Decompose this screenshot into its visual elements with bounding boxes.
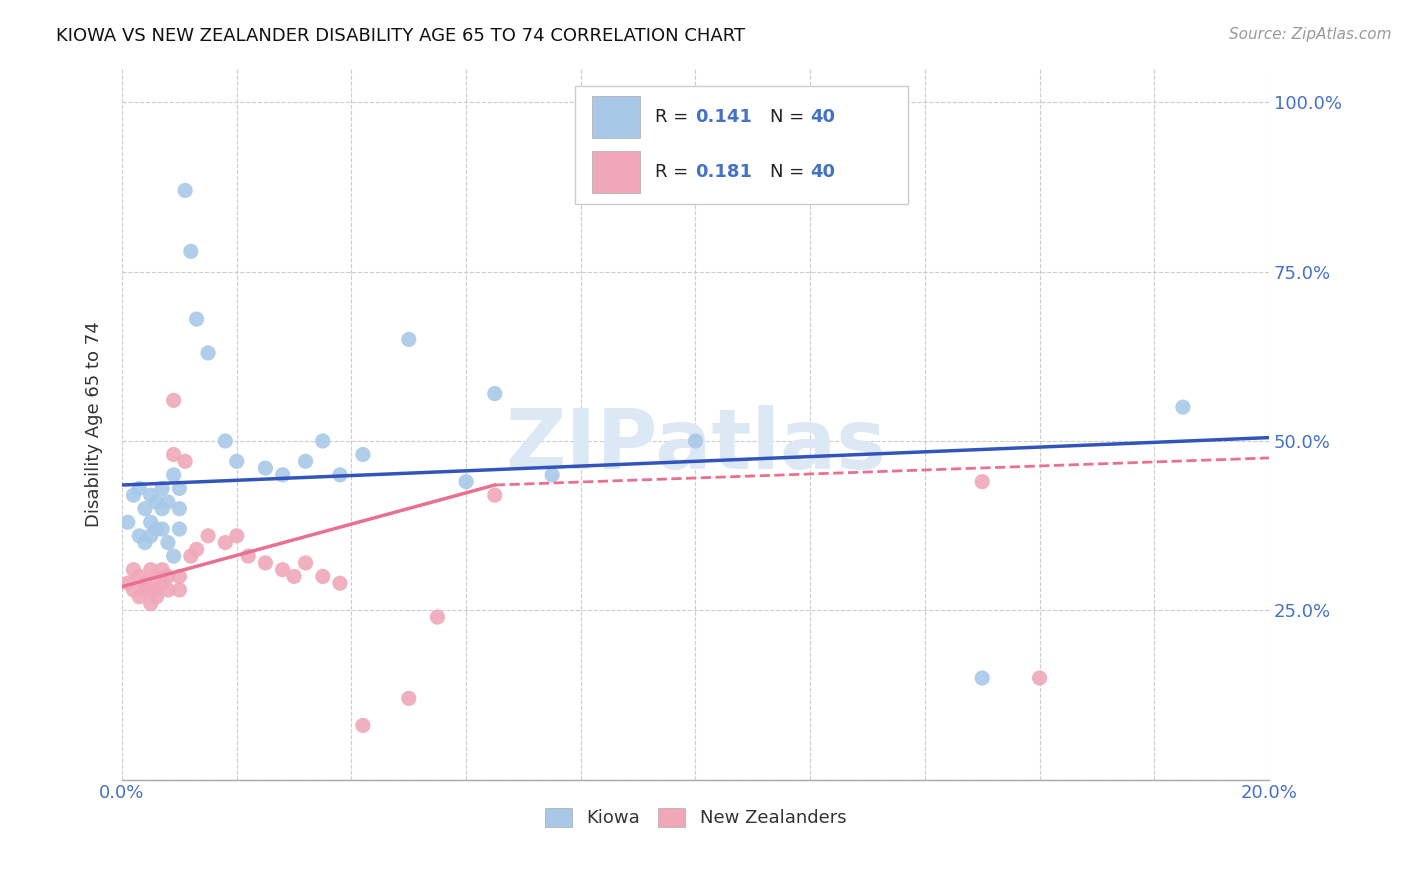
Text: 40: 40 bbox=[810, 108, 835, 126]
Point bbox=[150, 501, 173, 516]
Point bbox=[214, 434, 236, 448]
Point bbox=[150, 563, 173, 577]
Point bbox=[150, 576, 173, 591]
Point bbox=[312, 434, 335, 448]
Point bbox=[180, 244, 202, 259]
Point bbox=[139, 488, 162, 502]
Point bbox=[225, 454, 247, 468]
Point bbox=[398, 333, 420, 347]
Point bbox=[186, 312, 208, 326]
Point bbox=[180, 549, 202, 563]
FancyBboxPatch shape bbox=[592, 151, 641, 193]
Point bbox=[145, 582, 167, 597]
Point bbox=[484, 488, 506, 502]
Point bbox=[150, 482, 173, 496]
Point bbox=[139, 582, 162, 597]
Point bbox=[156, 582, 179, 597]
Point bbox=[225, 529, 247, 543]
Point bbox=[174, 183, 197, 197]
Point bbox=[163, 549, 186, 563]
Point bbox=[169, 522, 191, 536]
Text: R =: R = bbox=[655, 162, 695, 180]
Text: ZIPatlas: ZIPatlas bbox=[505, 405, 886, 486]
Point bbox=[145, 569, 167, 583]
Point bbox=[352, 718, 374, 732]
Point bbox=[122, 582, 145, 597]
Text: R =: R = bbox=[655, 108, 695, 126]
Point bbox=[972, 671, 994, 685]
Point bbox=[117, 576, 139, 591]
Point bbox=[122, 488, 145, 502]
Point bbox=[128, 590, 150, 604]
Text: 40: 40 bbox=[810, 162, 835, 180]
Point bbox=[312, 569, 335, 583]
Point bbox=[329, 576, 352, 591]
Point bbox=[163, 448, 186, 462]
Point bbox=[134, 582, 156, 597]
Point bbox=[128, 529, 150, 543]
Point bbox=[294, 454, 316, 468]
Point bbox=[456, 475, 478, 489]
Point bbox=[1171, 400, 1194, 414]
Point bbox=[169, 501, 191, 516]
Point bbox=[169, 569, 191, 583]
Point bbox=[254, 461, 277, 475]
Point bbox=[294, 556, 316, 570]
Point bbox=[139, 563, 162, 577]
Point bbox=[329, 467, 352, 482]
Point bbox=[254, 556, 277, 570]
Point bbox=[128, 569, 150, 583]
Point bbox=[134, 535, 156, 549]
Text: N =: N = bbox=[770, 162, 810, 180]
Point bbox=[128, 482, 150, 496]
Point bbox=[122, 563, 145, 577]
Text: KIOWA VS NEW ZEALANDER DISABILITY AGE 65 TO 74 CORRELATION CHART: KIOWA VS NEW ZEALANDER DISABILITY AGE 65… bbox=[56, 27, 745, 45]
Point bbox=[163, 393, 186, 408]
Text: N =: N = bbox=[770, 108, 810, 126]
Point bbox=[283, 569, 305, 583]
Text: Source: ZipAtlas.com: Source: ZipAtlas.com bbox=[1229, 27, 1392, 42]
Point bbox=[271, 563, 294, 577]
Point bbox=[139, 515, 162, 529]
Point bbox=[271, 467, 294, 482]
Point bbox=[972, 475, 994, 489]
Point bbox=[169, 482, 191, 496]
Point bbox=[398, 691, 420, 706]
Point bbox=[352, 448, 374, 462]
Legend: Kiowa, New Zealanders: Kiowa, New Zealanders bbox=[537, 801, 853, 835]
Point bbox=[426, 610, 449, 624]
Point bbox=[174, 454, 197, 468]
Point bbox=[139, 529, 162, 543]
Point bbox=[117, 515, 139, 529]
Text: 0.181: 0.181 bbox=[696, 162, 752, 180]
FancyBboxPatch shape bbox=[575, 87, 908, 203]
Point bbox=[541, 467, 564, 482]
Point bbox=[685, 434, 707, 448]
Point bbox=[1028, 671, 1050, 685]
Point bbox=[134, 576, 156, 591]
Text: 0.141: 0.141 bbox=[696, 108, 752, 126]
FancyBboxPatch shape bbox=[592, 96, 641, 138]
Point bbox=[156, 569, 179, 583]
Point bbox=[197, 529, 219, 543]
Point bbox=[214, 535, 236, 549]
Point bbox=[145, 495, 167, 509]
Point bbox=[186, 542, 208, 557]
Point bbox=[150, 522, 173, 536]
Point bbox=[134, 501, 156, 516]
Point bbox=[238, 549, 260, 563]
Point bbox=[484, 386, 506, 401]
Point bbox=[156, 535, 179, 549]
Point bbox=[197, 346, 219, 360]
Point bbox=[145, 590, 167, 604]
Point bbox=[145, 522, 167, 536]
Point bbox=[163, 467, 186, 482]
Point bbox=[169, 582, 191, 597]
Point bbox=[139, 597, 162, 611]
Point bbox=[156, 495, 179, 509]
Y-axis label: Disability Age 65 to 74: Disability Age 65 to 74 bbox=[86, 321, 103, 527]
